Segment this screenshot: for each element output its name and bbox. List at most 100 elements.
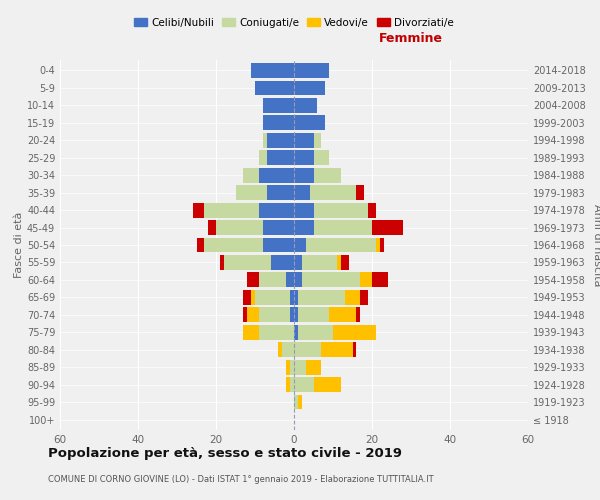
Bar [294,116,325,130]
Bar [294,272,302,287]
Bar [302,272,360,287]
Bar [294,342,322,357]
Bar [259,168,294,182]
Bar [322,342,353,357]
Bar [298,325,333,340]
Bar [263,98,294,113]
Bar [204,202,259,218]
Bar [294,150,314,165]
Bar [298,290,344,305]
Bar [294,168,314,182]
Bar [294,220,314,235]
Bar [298,394,302,409]
Bar [333,325,376,340]
Bar [216,220,263,235]
Bar [271,255,294,270]
Bar [314,202,368,218]
Bar [294,98,317,113]
Bar [247,308,259,322]
Bar [360,290,368,305]
Bar [294,394,298,409]
Bar [294,290,298,305]
Bar [360,272,372,287]
Bar [314,133,322,148]
Bar [286,360,290,374]
Bar [286,272,294,287]
Bar [251,290,255,305]
Bar [224,255,271,270]
Bar [306,238,376,252]
Bar [247,272,259,287]
Bar [372,220,403,235]
Bar [314,220,372,235]
Bar [314,168,341,182]
Bar [283,342,294,357]
Bar [208,220,216,235]
Text: Femmine: Femmine [379,32,443,45]
Bar [278,342,283,357]
Bar [204,238,263,252]
Bar [310,185,356,200]
Bar [263,220,294,235]
Bar [197,238,204,252]
Legend: Celibi/Nubili, Coniugati/e, Vedovi/e, Divorziati/e: Celibi/Nubili, Coniugati/e, Vedovi/e, Di… [130,14,458,32]
Bar [294,185,310,200]
Bar [266,133,294,148]
Bar [259,325,294,340]
Bar [244,325,259,340]
Bar [259,308,290,322]
Bar [353,342,356,357]
Bar [259,150,266,165]
Bar [290,360,294,374]
Bar [259,272,286,287]
Bar [244,290,251,305]
Bar [290,308,294,322]
Bar [235,185,266,200]
Y-axis label: Fasce di età: Fasce di età [14,212,24,278]
Bar [341,255,349,270]
Bar [302,255,337,270]
Bar [294,255,302,270]
Bar [263,133,266,148]
Bar [372,272,388,287]
Bar [298,308,329,322]
Bar [259,202,294,218]
Bar [294,133,314,148]
Bar [263,116,294,130]
Y-axis label: Anni di nascita: Anni di nascita [592,204,600,286]
Text: COMUNE DI CORNO GIOVINE (LO) - Dati ISTAT 1° gennaio 2019 - Elaborazione TUTTITA: COMUNE DI CORNO GIOVINE (LO) - Dati ISTA… [48,476,434,484]
Bar [337,255,341,270]
Bar [244,308,247,322]
Bar [255,80,294,96]
Bar [314,150,329,165]
Bar [294,238,306,252]
Bar [380,238,384,252]
Bar [294,377,314,392]
Bar [220,255,224,270]
Bar [251,63,294,78]
Bar [294,202,314,218]
Bar [290,377,294,392]
Bar [356,185,364,200]
Bar [290,290,294,305]
Bar [255,290,290,305]
Bar [294,360,306,374]
Bar [294,308,298,322]
Text: Popolazione per età, sesso e stato civile - 2019: Popolazione per età, sesso e stato civil… [48,448,402,460]
Bar [294,325,298,340]
Bar [294,80,325,96]
Bar [193,202,204,218]
Bar [294,63,329,78]
Bar [356,308,360,322]
Bar [314,377,341,392]
Bar [306,360,322,374]
Bar [244,168,259,182]
Bar [376,238,380,252]
Bar [344,290,360,305]
Bar [263,238,294,252]
Bar [329,308,356,322]
Bar [266,185,294,200]
Bar [266,150,294,165]
Bar [368,202,376,218]
Bar [286,377,290,392]
